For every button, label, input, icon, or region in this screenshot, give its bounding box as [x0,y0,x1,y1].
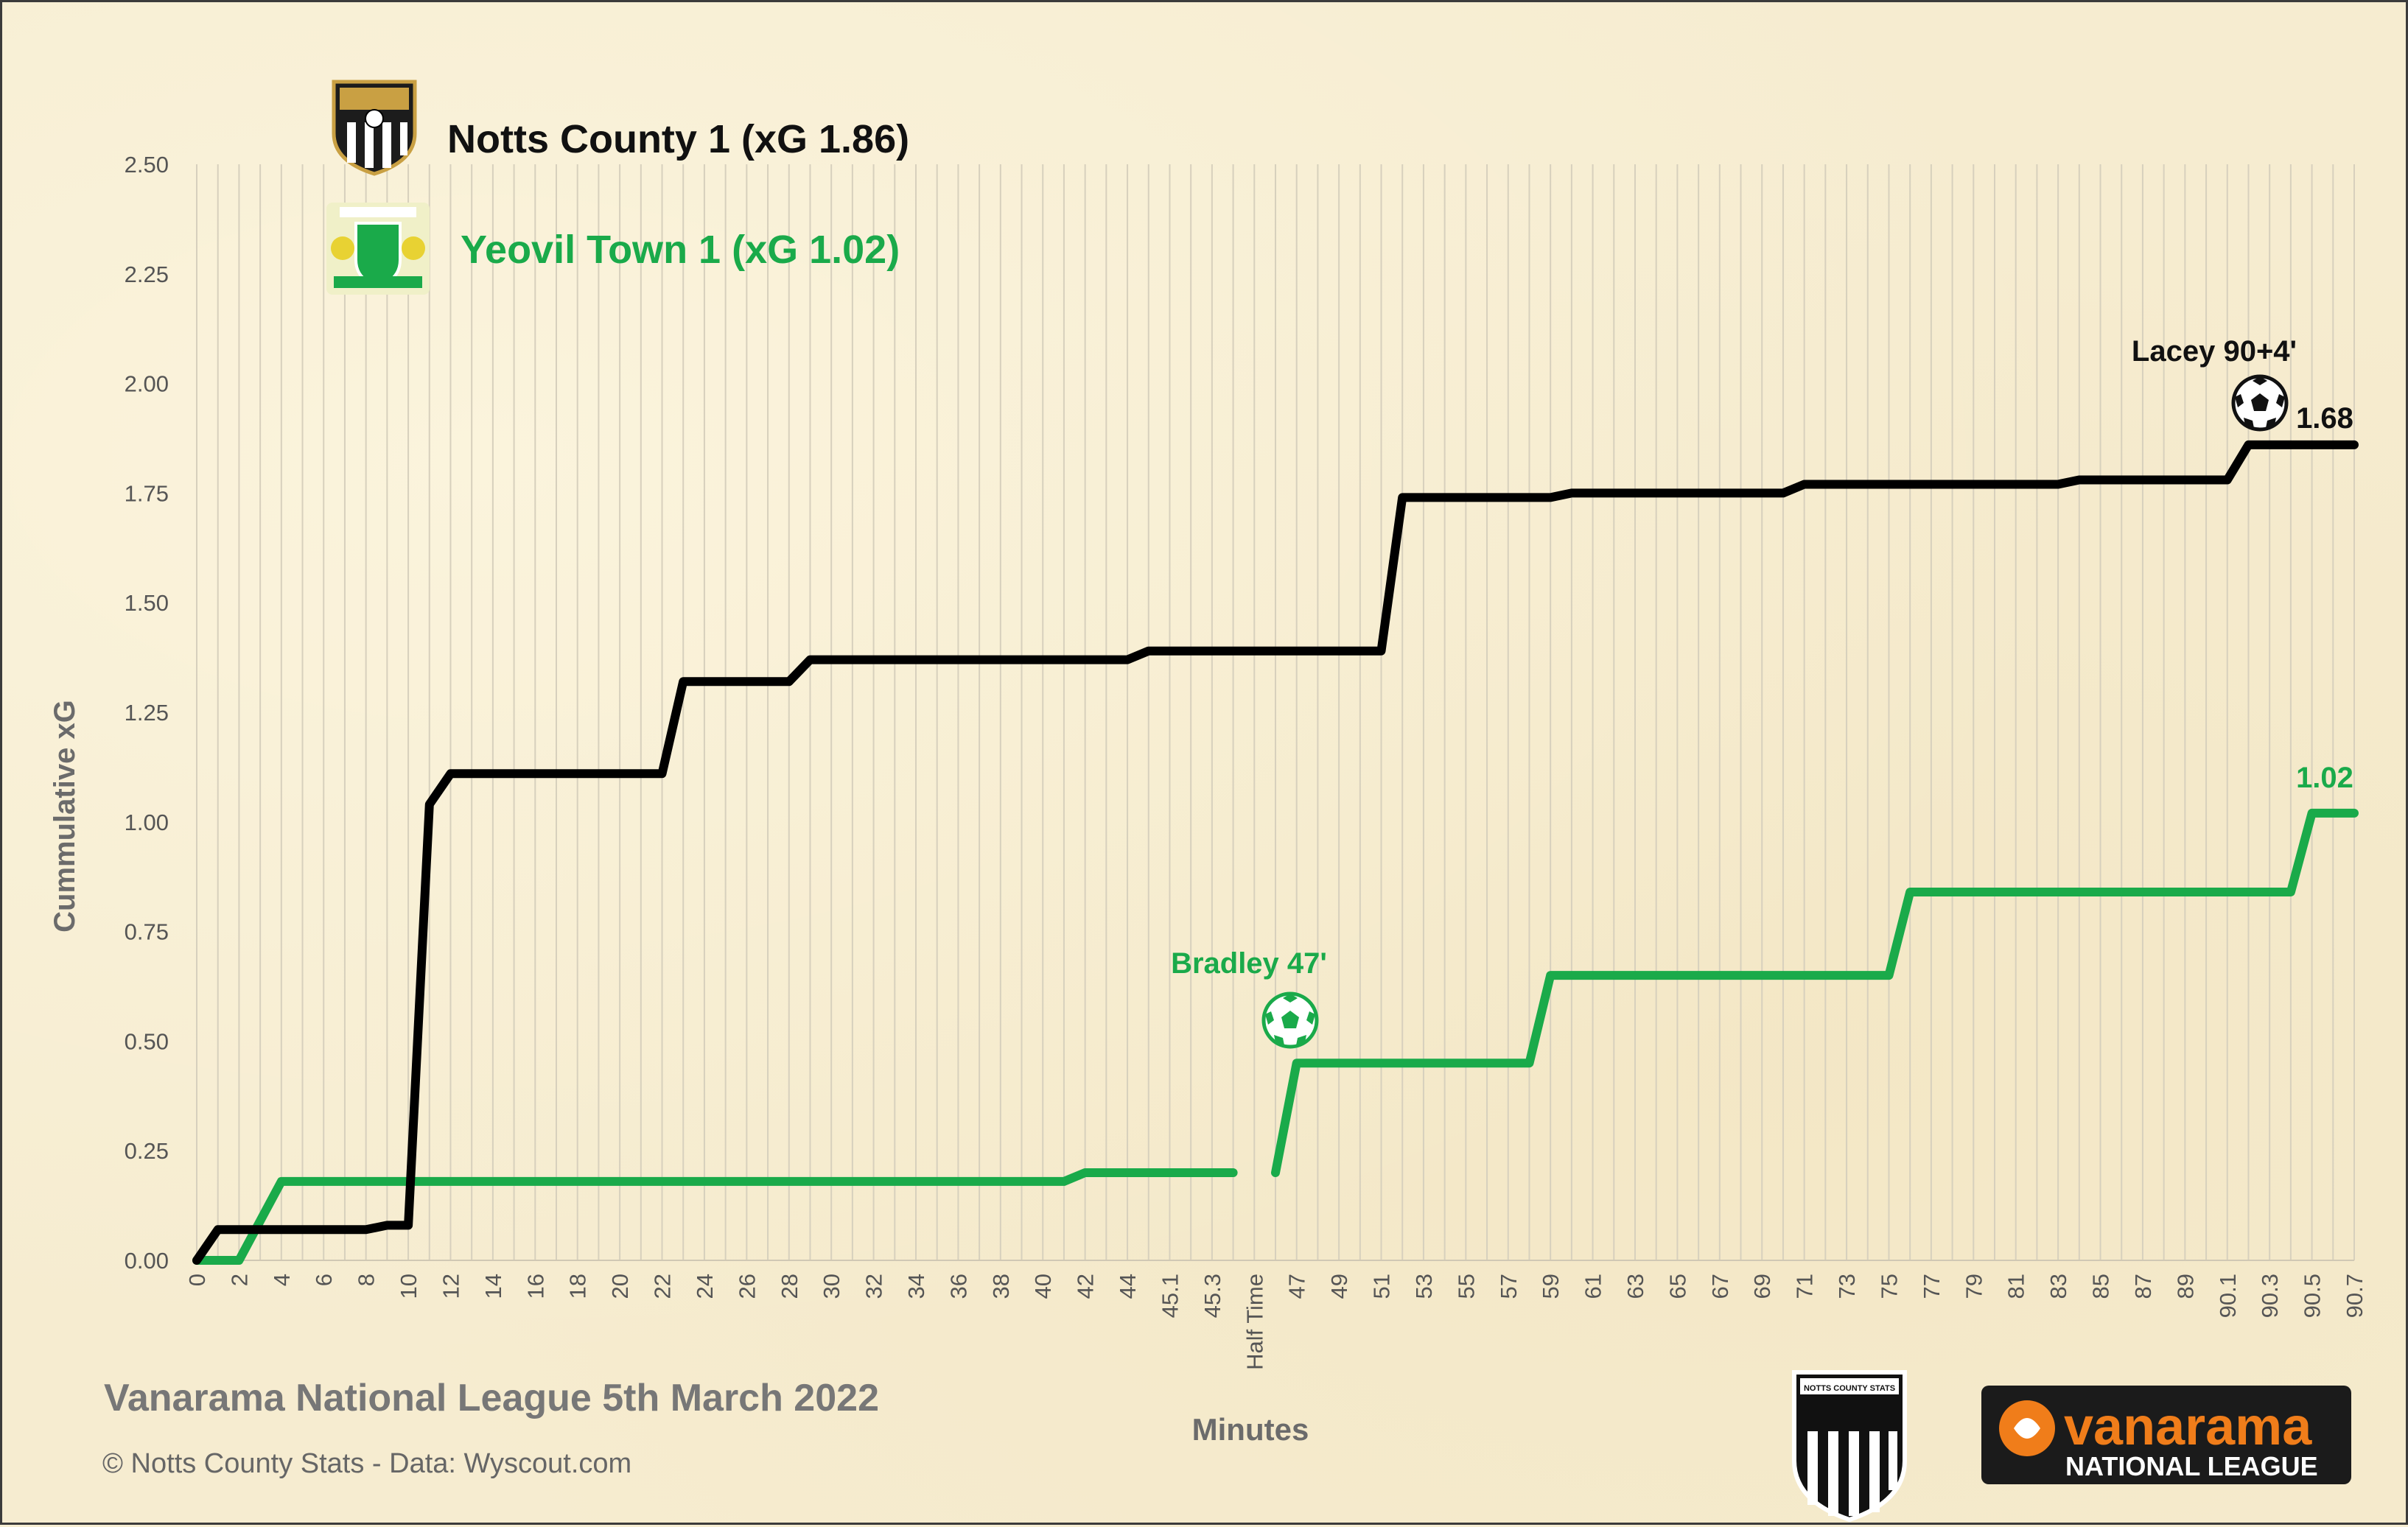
y-axis-ticks: 0.00 0.25 0.50 0.75 1.00 1.25 1.50 1.75 2.00 2.25… [125,152,169,1274]
x-tick-label: 45.1 [1157,1274,1183,1318]
football-icon [2231,374,2289,432]
notts-county-crest-icon [332,80,417,176]
x-tick-label: 26 [734,1274,760,1299]
x-tick-label: 90.1 [2215,1274,2241,1318]
x-axis-ticks: 0 2 4 6 8 10 12 14 16 18 20 22 24 26 28 30 32 34 36 38 40 42 4… [184,1274,2367,1370]
x-tick-label: 44 [1115,1274,1141,1299]
x-tick-label: 45.3 [1200,1274,1225,1318]
x-tick-label: 16 [522,1274,548,1299]
y-tick-label: 1.75 [125,480,169,506]
x-tick-label: 67 [1707,1274,1733,1299]
vanarama-word: vanarama [2064,1397,2312,1456]
football-icon [1261,991,1319,1049]
x-tick-label: 90.3 [2257,1274,2283,1318]
x-tick-label: 73 [1834,1274,1860,1299]
series-lines [192,440,2359,1265]
x-tick-label: 77 [1919,1274,1945,1299]
x-tick-label: 4 [269,1274,295,1286]
y-tick-label: 1.50 [125,590,169,616]
notts-stats-logo-text: NOTTS COUNTY STATS [1804,1384,1895,1393]
grid-lines [196,164,2355,1261]
y-tick-label: 2.50 [125,152,169,178]
x-tick-label: 34 [903,1274,929,1299]
x-tick-label: 63 [1623,1274,1648,1299]
footer-credit: © Notts County Stats - Data: Wyscout.com [102,1448,631,1479]
x-tick-label: 30 [819,1274,844,1299]
series-line-yeovil-town [1271,808,2359,1177]
annotation-lacey: Lacey 90+4' [2132,335,2297,368]
x-tick-label: 8 [354,1274,379,1286]
y-axis-label: Cummulative xG [49,700,81,933]
x-tick-label: 40 [1030,1274,1056,1299]
x-tick-label: 90.5 [2300,1274,2325,1318]
x-tick-label: 89 [2172,1274,2198,1299]
notts-county-stats-logo: NOTTS COUNTY STATS [1792,1370,1907,1523]
y-tick-label: 1.25 [125,700,169,726]
y-tick-label: 0.00 [125,1248,169,1274]
x-tick-label: 59 [1538,1274,1564,1299]
x-tick-label: 87 [2130,1274,2156,1299]
y-tick-label: 2.00 [125,371,169,397]
x-tick-label: 55 [1453,1274,1479,1299]
legend-notts-county: Notts County 1 (xG 1.86) [447,117,909,161]
x-tick-label: 36 [945,1274,971,1299]
x-tick-label: 22 [650,1274,676,1299]
series-line-yeovil-town [192,1168,1238,1265]
x-tick-label: 12 [438,1274,463,1299]
annotation-notts-value: 1.68 [2296,402,2353,435]
x-tick-label: 81 [2003,1274,2029,1299]
x-tick-label: 61 [1581,1274,1606,1299]
annotation-yeovil-value: 1.02 [2296,762,2353,794]
x-tick-label: 75 [1876,1274,1902,1299]
vanarama-national-league-logo: vanarama NATIONAL LEAGUE [1981,1386,2351,1484]
x-tick-label: 69 [1749,1274,1775,1299]
x-tick-label: 83 [2045,1274,2071,1299]
x-tick-label: 14 [480,1274,506,1299]
x-tick-label: 20 [607,1274,633,1299]
x-tick-label: 57 [1496,1274,1522,1299]
series-line-notts-county [192,440,2359,1265]
y-tick-label: 1.00 [125,810,169,835]
x-tick-label: 10 [396,1274,421,1299]
x-tick-label: 42 [1073,1274,1099,1299]
x-tick-label: 85 [2088,1274,2114,1299]
annotation-bradley: Bradley 47' [1171,947,1327,980]
x-tick-label: 90.7 [2342,1274,2367,1318]
yeovil-town-crest-icon [326,203,430,295]
x-axis-label: Minutes [1192,1412,1309,1447]
x-tick-label: 28 [777,1274,802,1299]
vanarama-subtitle: NATIONAL LEAGUE [2065,1451,2318,1481]
x-tick-label: 18 [565,1274,591,1299]
x-tick-label: 2 [226,1274,252,1286]
y-tick-label: 2.25 [125,261,169,287]
y-tick-label: 0.50 [125,1028,169,1054]
x-tick-label: 24 [692,1274,718,1299]
x-tick-label: 51 [1369,1274,1395,1299]
legend: Notts County 1 (xG 1.86) Yeovil Town 1 (… [326,80,909,295]
x-tick-label: 79 [1961,1274,1987,1299]
x-tick-label: 71 [1792,1274,1818,1299]
legend-yeovil-town: Yeovil Town 1 (xG 1.02) [461,228,900,272]
x-tick-label: 32 [861,1274,887,1299]
annotations: Lacey 90+4' 1.68 Bradley 47' 1.02 [1171,335,2353,1049]
x-tick-label: 49 [1326,1274,1352,1299]
x-tick-label: 0 [184,1274,210,1286]
x-tick-label: Half Time [1242,1274,1267,1370]
x-tick-label: 53 [1411,1274,1437,1299]
x-tick-label: 47 [1284,1274,1310,1299]
y-tick-label: 0.25 [125,1138,169,1164]
x-tick-label: 38 [988,1274,1014,1299]
x-tick-label: 6 [311,1274,337,1286]
x-tick-label: 65 [1665,1274,1690,1299]
y-tick-label: 0.75 [125,919,169,945]
footer-title: Vanarama National League 5th March 2022 [104,1377,879,1419]
